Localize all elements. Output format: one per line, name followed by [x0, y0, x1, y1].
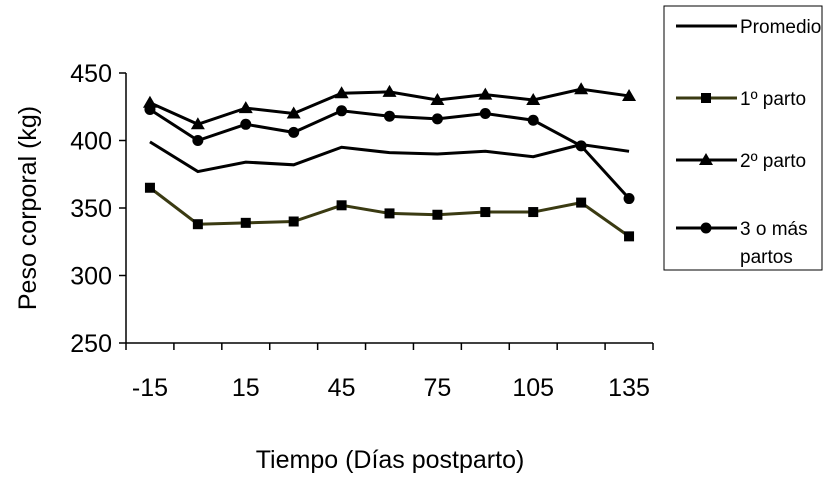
data-point-square	[432, 209, 443, 220]
series-layer	[142, 82, 637, 242]
y-tick-label: 300	[70, 263, 112, 291]
data-point-triangle	[478, 87, 493, 100]
data-point-triangle	[286, 106, 301, 119]
ticks: 250 300 350 400 450 -15 15 45 75 105 135	[70, 60, 654, 402]
data-point-triangle	[699, 153, 713, 165]
data-point-triangle	[142, 95, 157, 108]
legend-label: Promedio	[740, 17, 821, 38]
data-point-circle	[479, 108, 491, 119]
data-point-circle	[700, 222, 712, 234]
data-point-square	[624, 231, 635, 242]
legend-item-1: Promedio	[676, 17, 821, 38]
data-point-circle	[144, 103, 156, 115]
y-tick-label: 450	[70, 60, 112, 88]
data-point-circle	[384, 110, 395, 122]
data-point-circle	[623, 193, 635, 205]
data-point-triangle	[190, 117, 205, 130]
x-tick-label: 75	[424, 374, 452, 402]
x-tick-label: -15	[132, 374, 168, 402]
series-3	[142, 82, 637, 130]
x-tick-label: 105	[512, 374, 554, 402]
legend-item-4: 3 o más partos	[676, 219, 808, 268]
y-tick-label: 250	[70, 330, 112, 358]
legend-item-2: 1º parto	[676, 89, 806, 110]
data-point-circle	[575, 140, 587, 152]
data-point-triangle	[526, 93, 541, 105]
data-point-triangle	[622, 88, 637, 101]
legend: Promedio 1º parto 2º parto 3 o más partos	[663, 5, 823, 271]
data-point-square	[576, 197, 587, 208]
data-point-triangle	[574, 82, 589, 95]
data-point-square	[701, 93, 711, 103]
series-4	[144, 103, 635, 205]
legend-label: 2º parto	[740, 151, 806, 172]
y-axis-label: Peso corporal (kg)	[14, 106, 42, 310]
x-tick-label: 135	[608, 374, 650, 402]
data-point-square	[192, 219, 203, 230]
data-point-square	[480, 207, 491, 218]
data-point-square	[528, 207, 539, 218]
data-point-triangle	[382, 84, 397, 97]
x-axis-label: Tiempo (Días postparto)	[256, 446, 525, 474]
data-point-square	[288, 216, 299, 227]
data-point-circle	[336, 105, 348, 117]
series-2	[144, 182, 635, 242]
y-tick-label: 400	[70, 128, 112, 156]
data-point-triangle	[430, 93, 445, 105]
data-point-square	[384, 208, 395, 219]
data-point-circle	[431, 113, 443, 125]
legend-label: 1º parto	[740, 89, 806, 110]
data-point-square	[240, 217, 251, 228]
data-point-circle	[192, 135, 204, 146]
legend-label: 3 o más partos	[740, 219, 808, 268]
data-point-circle	[288, 126, 300, 138]
legend-item-3: 2º parto	[676, 151, 806, 172]
series-1	[149, 140, 630, 174]
x-tick-label: 45	[328, 374, 356, 402]
data-point-square	[336, 200, 347, 211]
data-point-circle	[527, 114, 539, 126]
y-tick-label: 350	[70, 195, 112, 223]
series-line	[149, 140, 630, 174]
data-point-triangle	[334, 86, 349, 99]
legend-box	[663, 5, 823, 271]
x-tick-label: 15	[232, 374, 260, 402]
data-point-triangle	[238, 101, 253, 114]
data-point-circle	[240, 118, 252, 130]
data-point-square	[144, 182, 155, 193]
